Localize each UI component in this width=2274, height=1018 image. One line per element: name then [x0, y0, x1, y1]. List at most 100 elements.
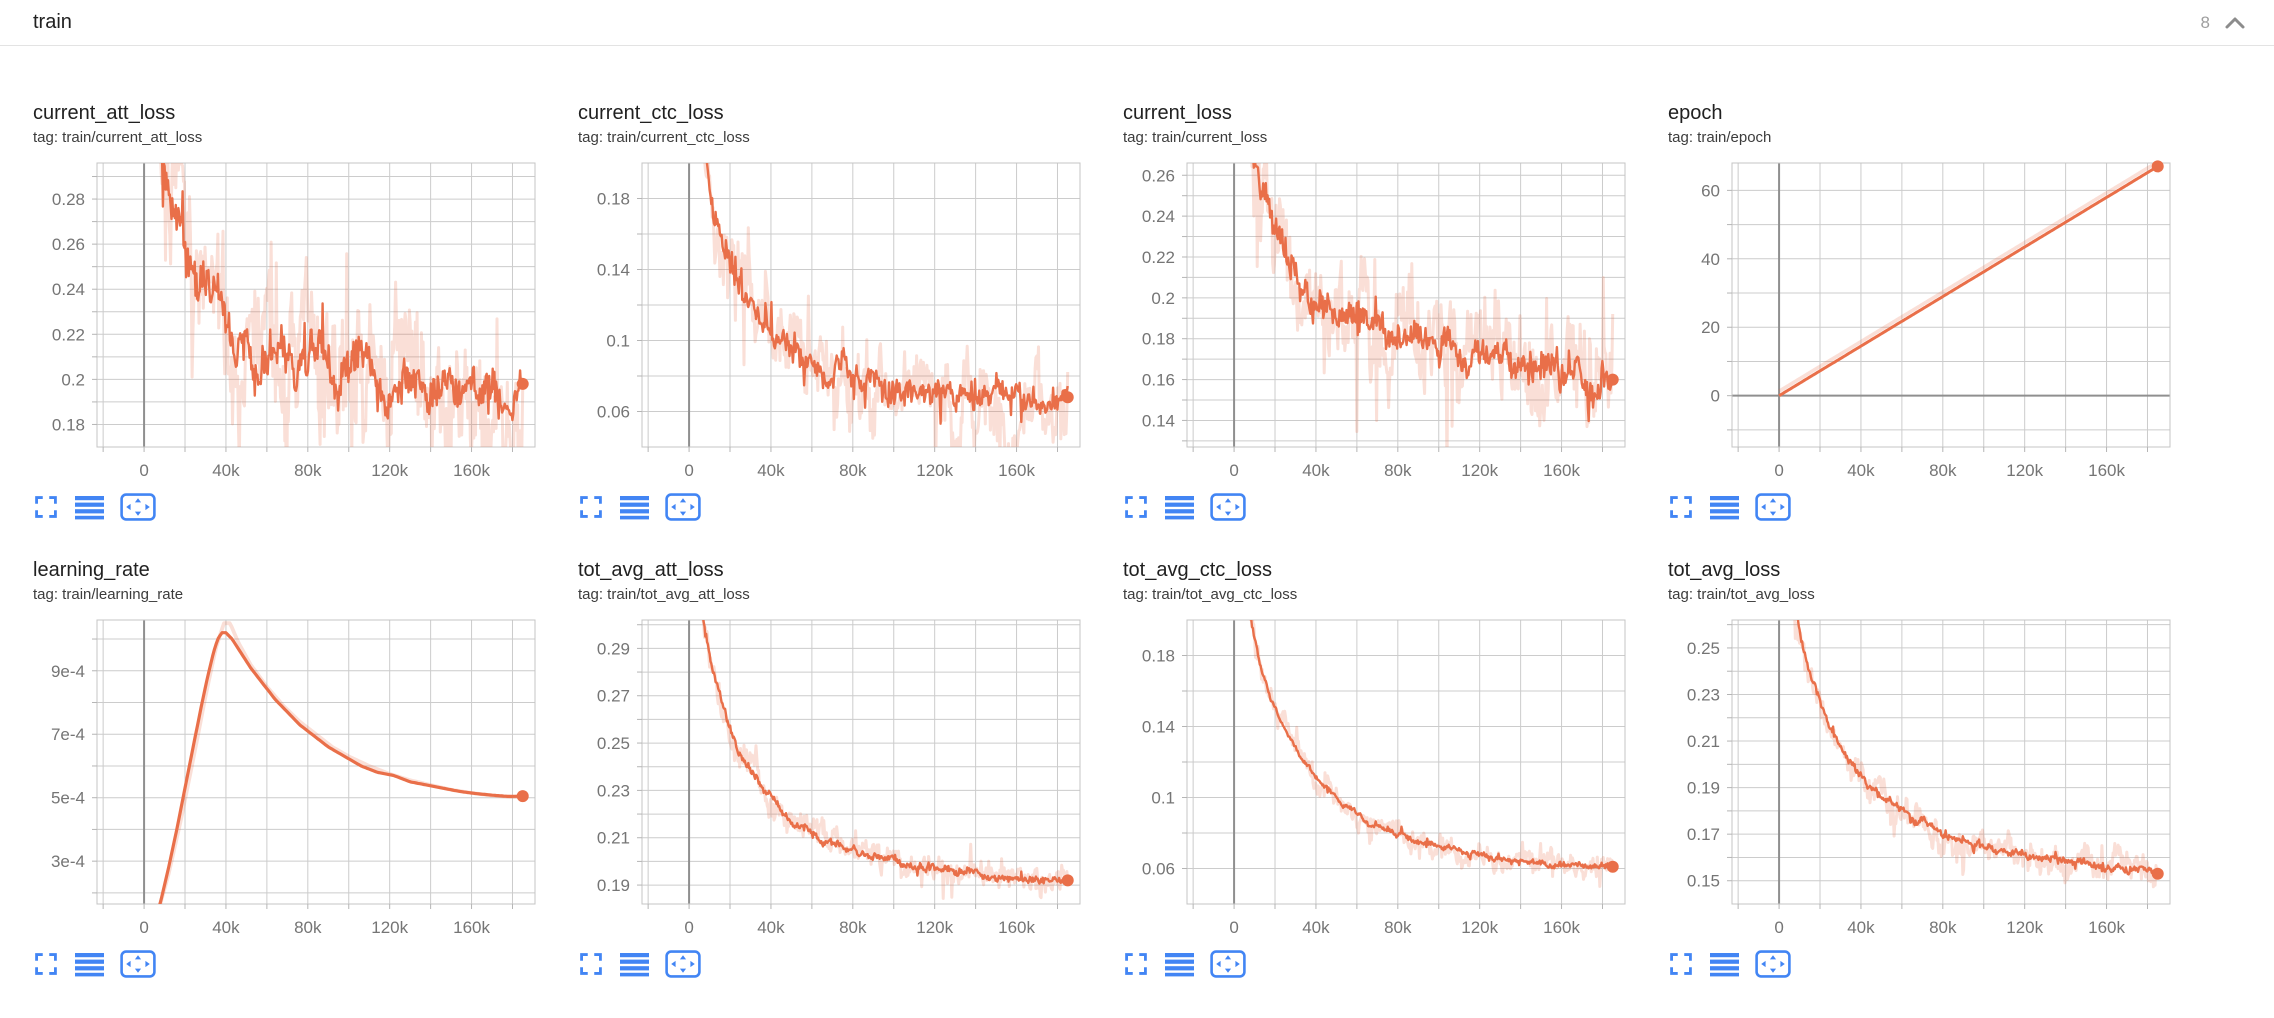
scalar-chart-card: current_loss tag: train/current_loss 0 40…: [1123, 101, 1635, 523]
x-tick-label: 80k: [1384, 461, 1412, 480]
fit-domain-button[interactable]: [665, 493, 701, 521]
x-tick-label: 120k: [1461, 918, 1498, 937]
x-tick-label: 40k: [1302, 461, 1330, 480]
y-tick-label: 40: [1701, 250, 1720, 269]
y-tick-label: 0.1: [1151, 789, 1175, 808]
scalar-line-chart[interactable]: 0 40k 80k 120k 160k 0 20 40 60: [1668, 159, 2178, 485]
log-scale-toggle-button[interactable]: [620, 494, 649, 520]
x-tick-label: 0: [139, 918, 148, 937]
chart-title: tot_avg_ctc_loss: [1123, 559, 1272, 581]
expand-chart-button[interactable]: [33, 951, 59, 977]
chart-toolbar: [1668, 948, 2180, 980]
log-scale-icon: [1710, 496, 1739, 520]
expand-chart-button[interactable]: [1668, 494, 1694, 520]
raw-data-line: [701, 620, 1070, 900]
smoothed-data-line: [705, 163, 1069, 425]
x-tick-label: 80k: [294, 461, 322, 480]
chart-tag: tag: train/learning_rate: [33, 586, 184, 603]
scalar-line-chart[interactable]: 0 40k 80k 120k 160k 0.06 0.1 0.14 0.18: [1123, 616, 1633, 942]
expand-chart-button[interactable]: [1668, 951, 1694, 977]
x-tick-label: 0: [1774, 918, 1783, 937]
log-scale-toggle-button[interactable]: [1710, 494, 1739, 520]
scalar-chart-card: current_ctc_loss tag: train/current_ctc_…: [578, 101, 1090, 523]
y-tick-label: 0.26: [1142, 166, 1175, 185]
expand-icon: [1670, 953, 1692, 975]
expand-chart-button[interactable]: [33, 494, 59, 520]
fit-domain-button[interactable]: [1210, 493, 1246, 521]
series-train: [158, 621, 523, 904]
scalar-line-chart[interactable]: 0 40k 80k 120k 160k 0.18 0.2 0.22 0.24 0.26 0.28: [33, 159, 543, 485]
log-scale-toggle-button[interactable]: [1165, 494, 1194, 520]
fit-domain-button[interactable]: [120, 493, 156, 521]
smoothed-data-line: [1796, 620, 2159, 876]
chart-toolbar: [1123, 491, 1635, 523]
x-tick-label: 120k: [2006, 461, 2043, 480]
expand-chart-button[interactable]: [578, 951, 604, 977]
expand-icon: [580, 496, 602, 518]
expand-icon: [1125, 496, 1147, 518]
series-train: [1778, 163, 2159, 397]
scalar-line-chart[interactable]: 0 40k 80k 120k 160k 0.06 0.1 0.14 0.18: [578, 159, 1088, 485]
raw-data-line: [1778, 163, 2159, 393]
log-scale-toggle-button[interactable]: [1165, 951, 1194, 977]
fit-domain-button[interactable]: [1755, 950, 1791, 978]
expand-chart-button[interactable]: [1123, 494, 1149, 520]
y-tick-label: 0.23: [597, 781, 630, 800]
x-tick-label: 40k: [1302, 918, 1330, 937]
chart-title: current_loss: [1123, 102, 1232, 124]
y-tick-label: 0.14: [1142, 718, 1175, 737]
y-tick-label: 7e-4: [51, 725, 85, 744]
scalar-line-chart[interactable]: 0 40k 80k 120k 160k 0.15 0.17 0.19 0.21 0.23 0.25: [1668, 616, 2178, 942]
expand-icon: [35, 953, 57, 975]
log-scale-icon: [620, 496, 649, 520]
expand-icon: [1670, 496, 1692, 518]
scalar-chart-card: learning_rate tag: train/learning_rate 0…: [33, 558, 545, 980]
x-tick-label: 120k: [1461, 461, 1498, 480]
x-tick-label: 80k: [294, 918, 322, 937]
fit-domain-button[interactable]: [1755, 493, 1791, 521]
series-train: [703, 163, 1070, 447]
last-point-marker: [2151, 160, 2164, 173]
last-point-marker: [1061, 874, 1074, 887]
chart-toolbar: [33, 948, 545, 980]
y-tick-label: 0.27: [597, 687, 630, 706]
fit-domain-icon: [665, 950, 701, 978]
x-tick-label: 80k: [839, 461, 867, 480]
expand-chart-button[interactable]: [1123, 951, 1149, 977]
x-tick-label: 40k: [757, 918, 785, 937]
log-scale-icon: [1165, 496, 1194, 520]
chart-tag: tag: train/tot_avg_ctc_loss: [1123, 586, 1298, 603]
fit-domain-button[interactable]: [665, 950, 701, 978]
raw-data-line: [703, 163, 1070, 447]
scalar-chart-card: epoch tag: train/epoch 0 40k 80k 120k 160k 0 2…: [1668, 101, 2180, 523]
log-scale-toggle-button[interactable]: [1710, 951, 1739, 977]
log-scale-toggle-button[interactable]: [75, 494, 104, 520]
y-tick-label: 0.22: [1142, 248, 1175, 267]
chart-toolbar: [33, 491, 545, 523]
plot-border: [96, 619, 536, 905]
collapse-section-button[interactable]: [2222, 14, 2248, 32]
last-point-marker: [2151, 867, 2164, 880]
scalar-line-chart[interactable]: 0 40k 80k 120k 160k 0.19 0.21 0.23 0.25 0.27 0.29: [578, 616, 1088, 942]
y-tick-label: 0.28: [52, 190, 85, 209]
x-tick-label: 0: [684, 461, 693, 480]
scalar-chart-card: current_att_loss tag: train/current_att_…: [33, 101, 545, 523]
y-tick-label: 0.18: [597, 190, 630, 209]
scalar-line-chart[interactable]: 0 40k 80k 120k 160k 3e-4 5e-4 7e-4 9e-4: [33, 616, 543, 942]
x-tick-label: 80k: [1929, 918, 1957, 937]
x-tick-label: 160k: [998, 461, 1035, 480]
fit-domain-icon: [1755, 950, 1791, 978]
fit-domain-button[interactable]: [1210, 950, 1246, 978]
x-tick-label: 40k: [757, 461, 785, 480]
scalar-line-chart[interactable]: 0 40k 80k 120k 160k 0.14 0.16 0.18 0.2 0.22 0.24 0.…: [1123, 159, 1633, 485]
log-scale-toggle-button[interactable]: [75, 951, 104, 977]
fit-domain-button[interactable]: [120, 950, 156, 978]
chart-title: tot_avg_att_loss: [578, 559, 724, 581]
expand-chart-button[interactable]: [578, 494, 604, 520]
log-scale-toggle-button[interactable]: [620, 951, 649, 977]
x-tick-label: 120k: [916, 461, 953, 480]
last-point-marker: [1606, 860, 1619, 873]
x-tick-label: 120k: [2006, 918, 2043, 937]
y-tick-label: 0.18: [52, 415, 85, 434]
y-tick-label: 0.24: [1142, 207, 1175, 226]
